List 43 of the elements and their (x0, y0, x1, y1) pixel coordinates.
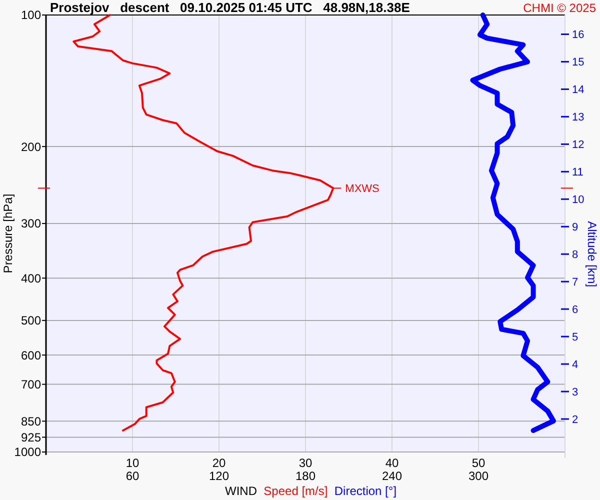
y-tick-label: 850 (20, 414, 42, 428)
text: Direction [°] (334, 484, 397, 498)
text: Speed [m/s] (264, 484, 334, 498)
y2-tick-label: 4 (572, 358, 578, 371)
x-axis-title: WIND (225, 484, 264, 498)
y2-tick-label: 2 (572, 414, 578, 426)
y-tick-label: 100 (20, 8, 42, 22)
chart-title: Prostejov descent 09.10.2025 01:45 UTC 48.98N,18.38E (50, 0, 410, 15)
y2-tick-label: 9 (572, 221, 578, 234)
y2-tick-label: 5 (572, 331, 578, 344)
y2-tick-label: 16 (572, 29, 584, 42)
x2-tick-label: 120 (208, 469, 230, 483)
y2-tick-label: 7 (572, 276, 578, 288)
annotation: MXWS (345, 182, 380, 195)
y2-tick-label: 13 (572, 112, 584, 124)
annotation: CHMI © 2025 (523, 1, 596, 15)
y2-tick-label: 3 (572, 386, 578, 398)
y-tick-label: 600 (20, 348, 42, 362)
y2-tick-label: 6 (572, 304, 578, 316)
y-tick-label: 200 (20, 140, 42, 154)
x-tick-label: 20 (212, 456, 226, 470)
y2-tick-label: 11 (572, 166, 584, 179)
x-tick-label: 10 (126, 456, 140, 470)
y2-tick-label: 8 (572, 248, 578, 261)
y2-tick-label: 12 (572, 139, 584, 152)
y-axis-title: Pressure [hPa] (1, 194, 15, 274)
x-tick-label: 30 (298, 456, 312, 470)
y2-axis-title: Altitude [km] (585, 221, 599, 288)
y-tick-label: 300 (20, 216, 42, 231)
y-tick-label: 925 (20, 430, 42, 444)
x2-tick-label: 180 (295, 469, 316, 483)
y2-tick-label: 10 (572, 194, 584, 206)
y-tick-label: 500 (20, 314, 42, 328)
y2-tick-label: 14 (572, 84, 584, 96)
x-tick-label: 50 (472, 456, 486, 470)
y-tick-label: 1000 (14, 445, 42, 460)
x2-tick-label: 60 (126, 469, 140, 483)
y-tick-label: 700 (20, 378, 42, 392)
x2-tick-label: 300 (468, 469, 489, 483)
x2-tick-label: 240 (382, 469, 402, 483)
y2-tick-label: 15 (572, 56, 584, 69)
y-tick-label: 400 (20, 271, 42, 286)
x-tick-label: 40 (385, 456, 399, 470)
